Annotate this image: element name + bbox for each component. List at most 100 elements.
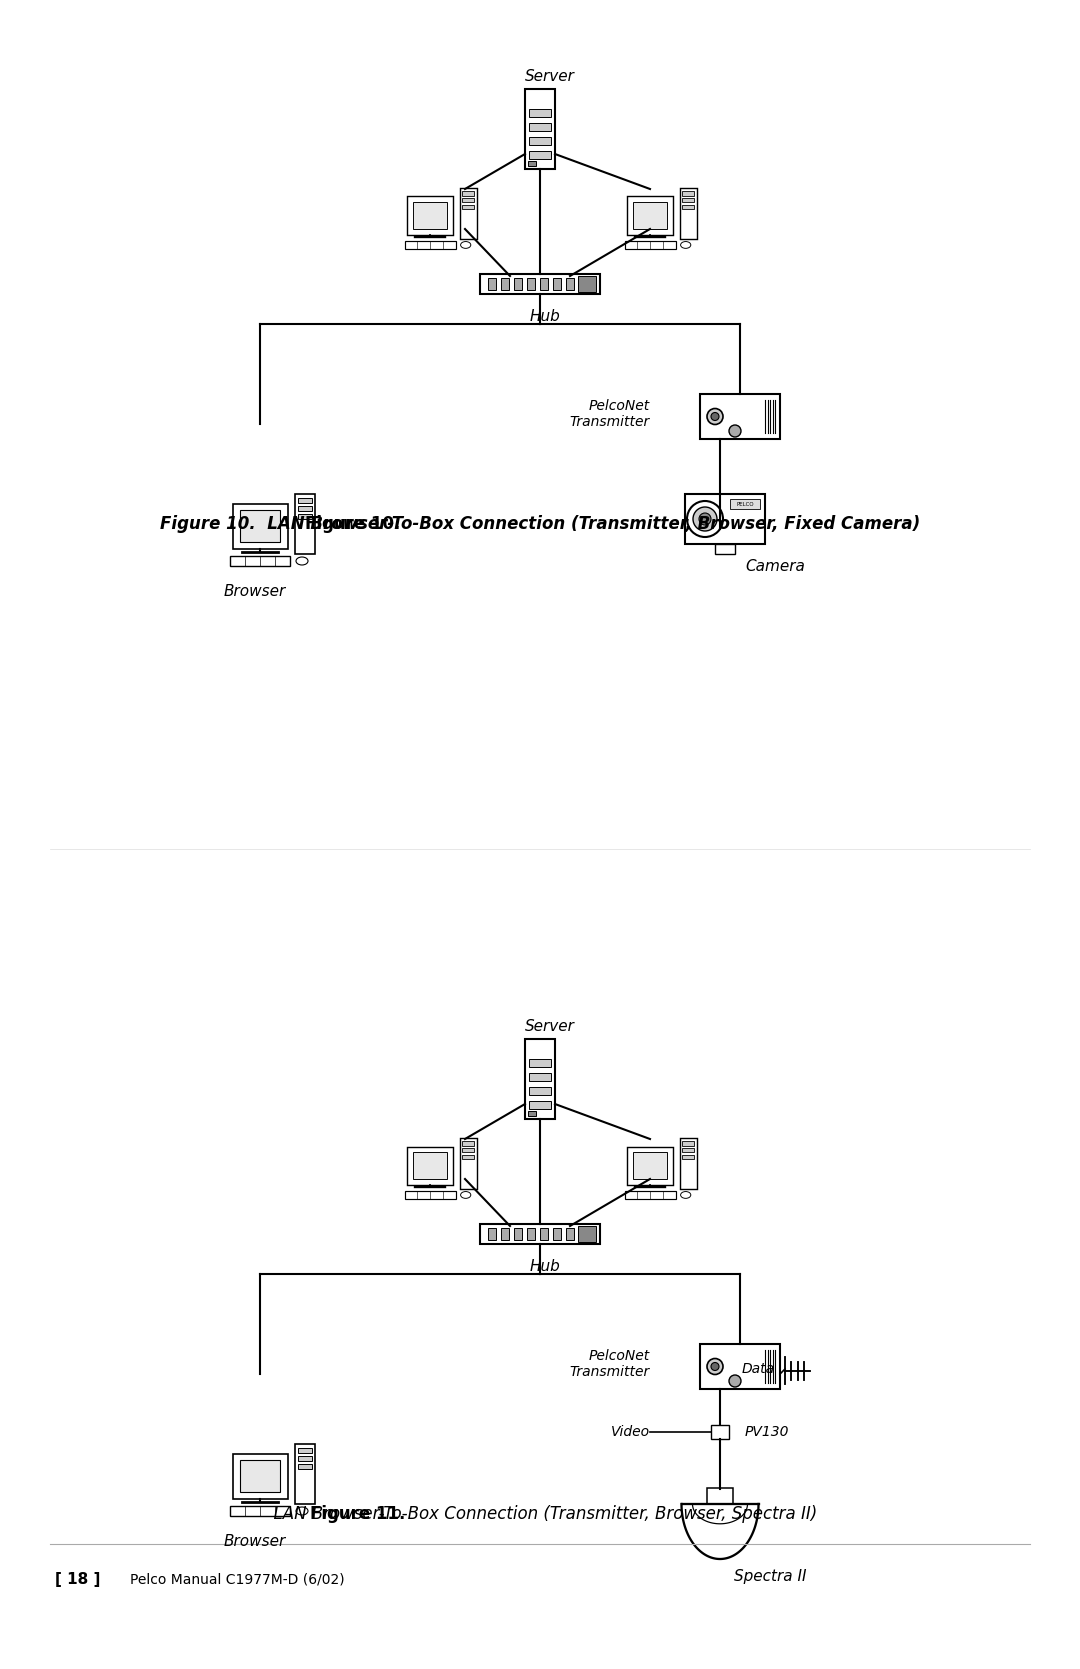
FancyBboxPatch shape [679, 1138, 697, 1188]
Text: LAN Browser-To-Box Connection (Transmitter, Browser, Spectra II): LAN Browser-To-Box Connection (Transmitt… [262, 1505, 818, 1524]
FancyBboxPatch shape [240, 1460, 280, 1492]
FancyBboxPatch shape [298, 1455, 312, 1460]
FancyBboxPatch shape [295, 1444, 315, 1504]
Text: Figure 11.: Figure 11. [310, 1505, 405, 1524]
FancyBboxPatch shape [529, 137, 551, 145]
FancyBboxPatch shape [624, 1190, 675, 1200]
FancyBboxPatch shape [706, 1487, 733, 1504]
Text: Hub: Hub [529, 309, 561, 324]
FancyBboxPatch shape [579, 1228, 588, 1240]
Circle shape [699, 512, 711, 526]
FancyBboxPatch shape [413, 202, 447, 229]
FancyBboxPatch shape [480, 274, 600, 294]
FancyBboxPatch shape [553, 1228, 561, 1240]
FancyBboxPatch shape [683, 205, 694, 209]
Text: PelcoNet
Transmitter: PelcoNet Transmitter [570, 1349, 650, 1379]
FancyBboxPatch shape [683, 1148, 694, 1153]
FancyBboxPatch shape [298, 1449, 312, 1454]
Ellipse shape [680, 1192, 691, 1198]
FancyBboxPatch shape [683, 192, 694, 195]
Text: Pelco Manual C1977M-D (6/02): Pelco Manual C1977M-D (6/02) [130, 1572, 345, 1586]
FancyBboxPatch shape [501, 1228, 509, 1240]
Circle shape [729, 426, 741, 437]
FancyBboxPatch shape [566, 1228, 573, 1240]
FancyBboxPatch shape [633, 1152, 667, 1178]
Ellipse shape [296, 1507, 308, 1515]
FancyBboxPatch shape [679, 189, 697, 239]
Text: Browser: Browser [224, 584, 286, 599]
FancyBboxPatch shape [407, 1147, 454, 1185]
FancyBboxPatch shape [488, 1228, 496, 1240]
FancyBboxPatch shape [715, 544, 735, 554]
FancyBboxPatch shape [578, 275, 596, 292]
Ellipse shape [680, 242, 691, 249]
Circle shape [729, 1375, 741, 1387]
FancyBboxPatch shape [462, 192, 474, 195]
FancyBboxPatch shape [407, 197, 454, 235]
FancyBboxPatch shape [529, 108, 551, 117]
Text: Hub: Hub [529, 1258, 561, 1273]
FancyBboxPatch shape [633, 202, 667, 229]
FancyBboxPatch shape [298, 514, 312, 519]
Text: PV130: PV130 [745, 1425, 789, 1439]
FancyBboxPatch shape [683, 1142, 694, 1145]
Text: Figure 10.: Figure 10. [305, 516, 401, 532]
FancyBboxPatch shape [711, 1425, 729, 1439]
FancyBboxPatch shape [501, 279, 509, 290]
FancyBboxPatch shape [298, 497, 312, 502]
Text: Spectra II: Spectra II [733, 1569, 807, 1584]
FancyBboxPatch shape [579, 279, 588, 290]
Text: PELCO: PELCO [737, 501, 754, 506]
Text: PelcoNet
Transmitter: PelcoNet Transmitter [570, 399, 650, 429]
FancyBboxPatch shape [624, 240, 675, 249]
Circle shape [707, 409, 723, 424]
FancyBboxPatch shape [514, 1228, 522, 1240]
FancyBboxPatch shape [529, 150, 551, 159]
Text: Video: Video [611, 1425, 650, 1439]
Text: Server: Server [525, 68, 575, 83]
FancyBboxPatch shape [626, 197, 673, 235]
FancyBboxPatch shape [405, 240, 456, 249]
FancyBboxPatch shape [529, 1102, 551, 1108]
FancyBboxPatch shape [462, 205, 474, 209]
Text: [ 18 ]: [ 18 ] [55, 1572, 100, 1587]
Ellipse shape [296, 557, 308, 566]
FancyBboxPatch shape [462, 1155, 474, 1160]
Circle shape [711, 412, 719, 421]
FancyBboxPatch shape [525, 88, 555, 169]
FancyBboxPatch shape [232, 1454, 287, 1499]
FancyBboxPatch shape [685, 494, 765, 544]
FancyBboxPatch shape [529, 1073, 551, 1082]
FancyBboxPatch shape [405, 1190, 456, 1200]
Circle shape [707, 1359, 723, 1375]
FancyBboxPatch shape [462, 1142, 474, 1145]
FancyBboxPatch shape [460, 1138, 476, 1188]
FancyBboxPatch shape [700, 394, 780, 439]
FancyBboxPatch shape [626, 1147, 673, 1185]
FancyBboxPatch shape [683, 1155, 694, 1160]
FancyBboxPatch shape [298, 1464, 312, 1469]
FancyBboxPatch shape [700, 1344, 780, 1389]
FancyBboxPatch shape [683, 199, 694, 202]
Polygon shape [681, 1504, 758, 1559]
FancyBboxPatch shape [527, 1228, 535, 1240]
FancyBboxPatch shape [528, 1112, 536, 1117]
FancyBboxPatch shape [488, 279, 496, 290]
Text: Browser: Browser [224, 1534, 286, 1549]
FancyBboxPatch shape [230, 1505, 291, 1515]
FancyBboxPatch shape [553, 279, 561, 290]
FancyBboxPatch shape [529, 1087, 551, 1095]
FancyBboxPatch shape [528, 160, 536, 165]
FancyBboxPatch shape [462, 1148, 474, 1153]
FancyBboxPatch shape [529, 124, 551, 130]
Text: Figure 10.  LAN Browser-To-Box Connection (Transmitter, Browser, Fixed Camera): Figure 10. LAN Browser-To-Box Connection… [160, 516, 920, 532]
FancyBboxPatch shape [298, 506, 312, 511]
Circle shape [711, 1362, 719, 1370]
FancyBboxPatch shape [232, 504, 287, 549]
FancyBboxPatch shape [413, 1152, 447, 1178]
FancyBboxPatch shape [525, 1040, 555, 1118]
FancyBboxPatch shape [480, 1223, 600, 1243]
FancyBboxPatch shape [460, 189, 476, 239]
FancyBboxPatch shape [578, 1227, 596, 1242]
FancyBboxPatch shape [566, 279, 573, 290]
